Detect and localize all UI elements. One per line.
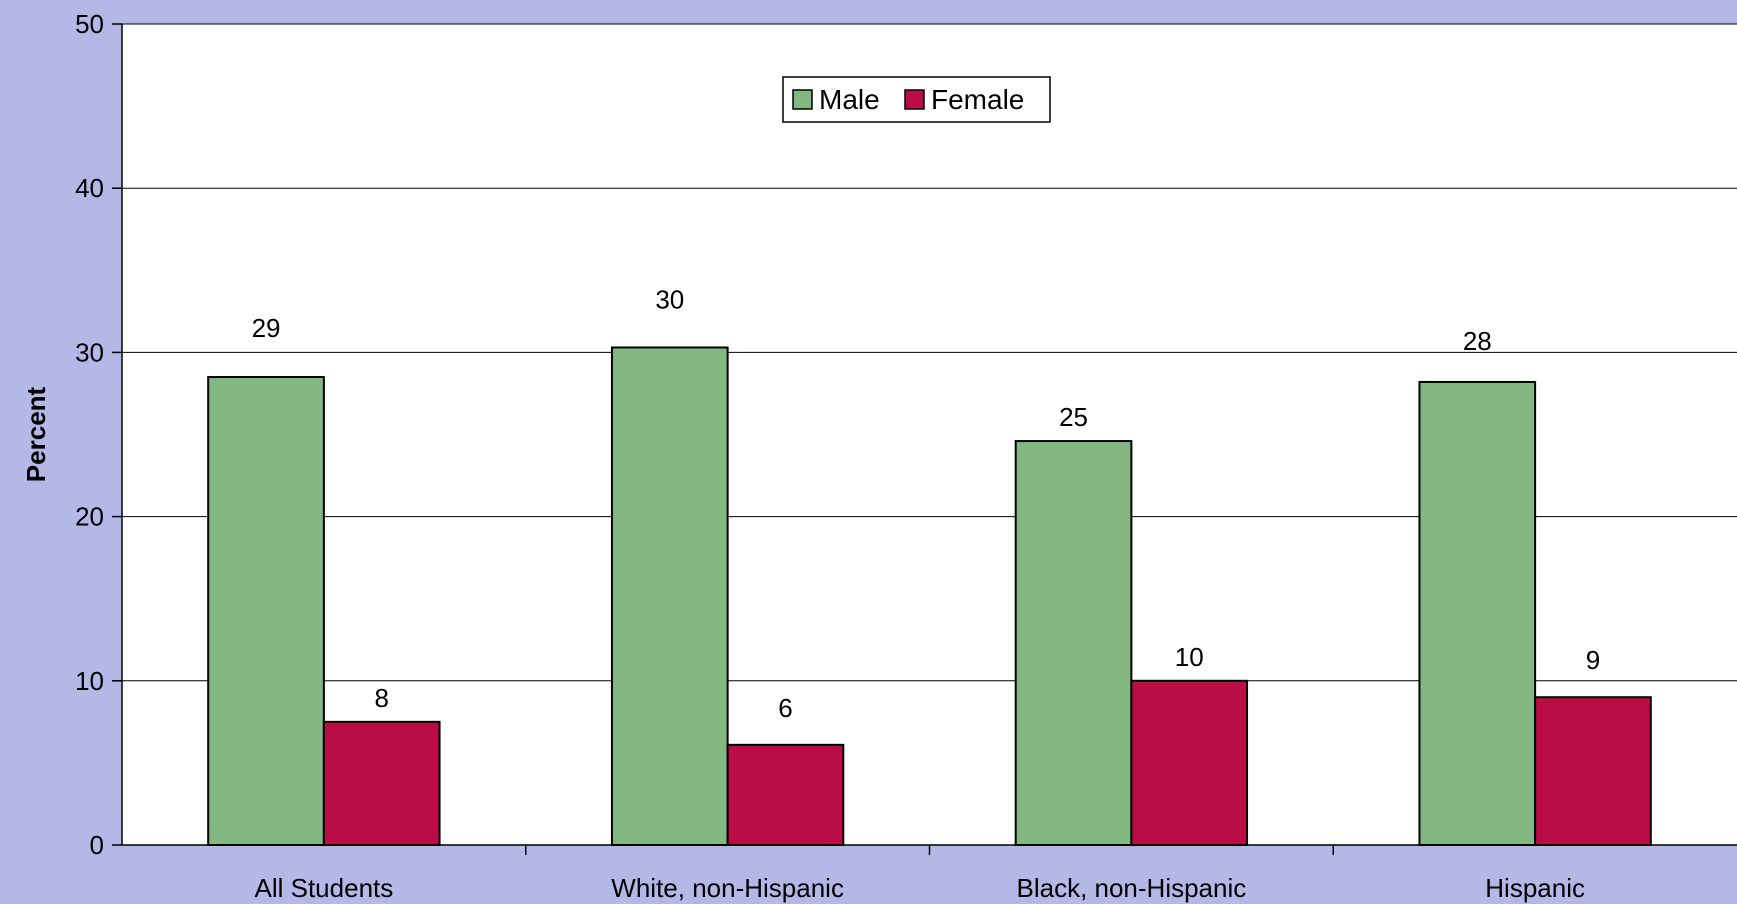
data-label-male: 28 xyxy=(1463,326,1492,356)
legend: Male Female xyxy=(782,76,1051,123)
data-label-male: 25 xyxy=(1059,402,1088,432)
bar-male xyxy=(610,346,729,846)
data-label-female: 10 xyxy=(1175,642,1204,672)
legend-swatch-female xyxy=(904,89,925,110)
legend-label-female: Female xyxy=(931,84,1024,115)
y-tick-label: 20 xyxy=(75,502,104,532)
data-label-female: 8 xyxy=(374,683,388,713)
y-tick-labels: 0 10 20 30 40 50 xyxy=(75,9,122,860)
category-labels: All Students White, non-Hispanic Black, no… xyxy=(255,873,1585,903)
bar-female xyxy=(726,743,845,847)
y-axis-title: Percent xyxy=(21,386,51,482)
bar-female xyxy=(1130,679,1249,846)
x-category-label: Black, non-Hispanic xyxy=(1016,873,1246,903)
y-tick-label: 30 xyxy=(75,337,104,367)
legend-swatch-male xyxy=(792,89,813,110)
data-label-female: 6 xyxy=(778,693,792,723)
bar-male xyxy=(207,376,325,846)
y-tick-label: 10 xyxy=(75,666,104,696)
data-label-male: 29 xyxy=(252,313,281,343)
bar-female xyxy=(1534,696,1652,846)
y-tick-label: 0 xyxy=(90,830,104,860)
data-labels: 29 8 30 6 25 10 28 9 xyxy=(252,284,1601,722)
data-label-female: 9 xyxy=(1586,645,1600,675)
y-tick-label: 50 xyxy=(75,9,104,39)
axes xyxy=(121,24,1737,855)
bars xyxy=(207,346,1652,847)
bar-male xyxy=(1418,380,1537,846)
legend-label-male: Male xyxy=(819,84,880,115)
x-category-label: All Students xyxy=(255,873,394,903)
data-label-male: 30 xyxy=(655,284,684,314)
x-category-label: Hispanic xyxy=(1485,873,1585,903)
y-tick-label: 40 xyxy=(75,173,104,203)
x-category-label: White, non-Hispanic xyxy=(611,873,844,903)
bar-female xyxy=(322,720,441,846)
bar-male xyxy=(1014,440,1133,846)
